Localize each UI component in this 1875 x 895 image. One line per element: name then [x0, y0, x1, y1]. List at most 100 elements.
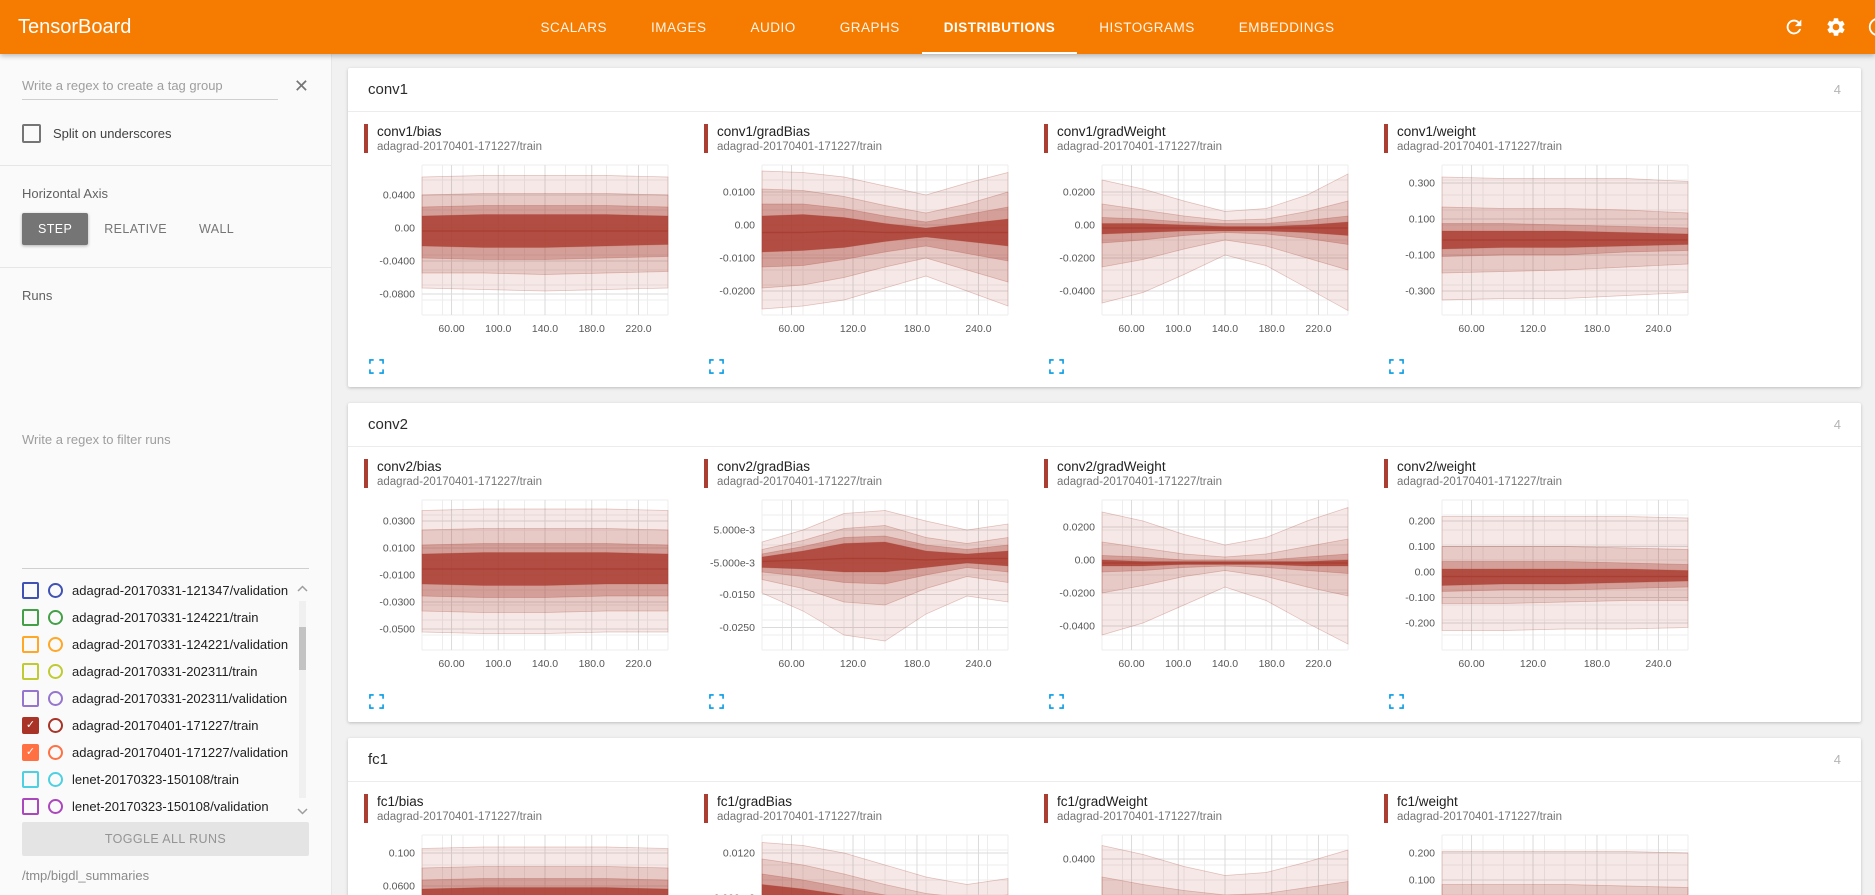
- chart-card: fc1/gradWeight adagrad-20170401-171227/tr…: [1038, 794, 1378, 895]
- scrollbar-track[interactable]: [299, 601, 306, 798]
- run-checkbox[interactable]: [22, 690, 39, 707]
- svg-text:100.0: 100.0: [485, 323, 511, 335]
- scrollbar-thumb[interactable]: [299, 626, 306, 670]
- tab-scalars[interactable]: SCALARS: [540, 19, 607, 35]
- run-item[interactable]: lenet-20170323-150108/train: [22, 766, 293, 793]
- svg-text:240.0: 240.0: [1645, 658, 1671, 670]
- sections-container: conv1 4 conv1/bias adagrad-20170401-171227/…: [348, 68, 1861, 895]
- expand-chart-button[interactable]: [707, 357, 726, 379]
- chart-card: conv2/weight adagrad-20170401-171227/trai…: [1378, 459, 1718, 718]
- svg-text:120.0: 120.0: [840, 658, 866, 670]
- run-checkbox[interactable]: [22, 582, 39, 599]
- chart-title-block: conv1/gradWeight adagrad-20170401-171227/…: [1044, 124, 1378, 153]
- split-underscores-checkbox[interactable]: Split on underscores: [22, 124, 309, 143]
- axis-button-step[interactable]: STEP: [22, 213, 89, 245]
- svg-text:0.0200: 0.0200: [1063, 187, 1095, 199]
- distribution-plot[interactable]: 0.300 0.100 -0.100 -0.300 60.00 120.0 180.0 240…: [1378, 157, 1700, 355]
- run-color-circle: [48, 799, 63, 814]
- run-checkbox[interactable]: ✓: [22, 744, 39, 761]
- category-header[interactable]: conv1 4: [348, 68, 1861, 112]
- run-item[interactable]: adagrad-20170331-121347/validation: [22, 577, 293, 604]
- run-checkbox[interactable]: [22, 771, 39, 788]
- svg-text:180.0: 180.0: [579, 323, 605, 335]
- run-label: adagrad-20170401-171227/validation: [72, 744, 289, 760]
- tab-embeddings[interactable]: EMBEDDINGS: [1238, 19, 1335, 35]
- distribution-plot[interactable]: 0.1000.06000.0200-0.020060.00100.0140.01…: [358, 827, 680, 895]
- expand-chart-button[interactable]: [1047, 692, 1066, 714]
- help-button[interactable]: ?: [1867, 16, 1875, 38]
- expand-chart-button[interactable]: [367, 357, 386, 379]
- scroll-down-icon[interactable]: [297, 800, 308, 822]
- run-checkbox[interactable]: ✓: [22, 717, 39, 734]
- close-icon[interactable]: ✕: [293, 76, 309, 96]
- distribution-plot[interactable]: 0.0200 0.00 -0.0200 -0.0400 60.00 100.0 140.0 1…: [1038, 157, 1360, 355]
- svg-text:220.0: 220.0: [625, 323, 651, 335]
- svg-text:140.0: 140.0: [1212, 658, 1238, 670]
- expand-chart-button[interactable]: [1387, 692, 1406, 714]
- tab-graphs[interactable]: GRAPHS: [839, 19, 900, 35]
- refresh-button[interactable]: [1783, 16, 1805, 38]
- svg-text:-0.300: -0.300: [1405, 286, 1435, 298]
- svg-text:0.00: 0.00: [1075, 555, 1096, 567]
- sidebar: ✕ Split on underscores Horizontal Axis S…: [0, 54, 332, 895]
- distribution-plot[interactable]: 0.04000.00-0.040060.00100.0140.0180.0220…: [1038, 827, 1360, 895]
- svg-text:-0.0300: -0.0300: [379, 597, 415, 609]
- expand-icon: [709, 359, 724, 374]
- svg-text:0.00: 0.00: [735, 220, 756, 232]
- distribution-plot[interactable]: 0.2000.1000.00-0.100-0.20060.00120.0180.…: [1378, 827, 1700, 895]
- svg-text:60.00: 60.00: [778, 658, 804, 670]
- chart-title-block: fc1/weight adagrad-20170401-171227/train: [1384, 794, 1718, 823]
- run-item[interactable]: ✓ adagrad-20170401-171227/validation: [22, 739, 293, 766]
- expand-chart-button[interactable]: [367, 692, 386, 714]
- category-header[interactable]: conv2 4: [348, 403, 1861, 447]
- axis-buttons: STEP RELATIVE WALL: [22, 213, 309, 245]
- run-item[interactable]: adagrad-20170331-202311/train: [22, 658, 293, 685]
- run-checkbox[interactable]: [22, 663, 39, 680]
- svg-text:0.0400: 0.0400: [383, 190, 415, 202]
- axis-button-wall[interactable]: WALL: [183, 213, 250, 245]
- svg-text:-0.0500: -0.0500: [379, 624, 415, 636]
- run-item[interactable]: ✓ adagrad-20170401-171227/train: [22, 712, 293, 739]
- run-item[interactable]: lenet-20170401-111820/train: [22, 820, 293, 822]
- tab-images[interactable]: IMAGES: [650, 19, 707, 35]
- category-header[interactable]: fc1 4: [348, 738, 1861, 782]
- tag-filter-input[interactable]: [22, 72, 278, 100]
- toggle-all-runs-button[interactable]: TOGGLE ALL RUNS: [22, 822, 309, 856]
- svg-text:60.00: 60.00: [1458, 658, 1484, 670]
- svg-text:0.100: 0.100: [1409, 541, 1435, 553]
- tab-distributions[interactable]: DISTRIBUTIONS: [922, 0, 1078, 54]
- chart-run-label: adagrad-20170401-171227/train: [1057, 141, 1222, 153]
- axis-button-relative[interactable]: RELATIVE: [88, 213, 183, 245]
- run-item[interactable]: lenet-20170323-150108/validation: [22, 793, 293, 820]
- run-item[interactable]: adagrad-20170331-124221/validation: [22, 631, 293, 658]
- scroll-up-icon[interactable]: [297, 577, 308, 599]
- distribution-plot[interactable]: 0.0100 0.00 -0.0100 -0.0200 60.00 120.0 180.0 2…: [698, 157, 1020, 355]
- run-checkbox[interactable]: [22, 636, 39, 653]
- runs-filter-input[interactable]: [22, 311, 309, 569]
- svg-text:140.0: 140.0: [1212, 323, 1238, 335]
- refresh-icon: [1786, 19, 1802, 35]
- distribution-plot[interactable]: 0.0300 0.0100 -0.0100 -0.0300 -0.0500 60.00 10…: [358, 492, 680, 690]
- chart-run-label: adagrad-20170401-171227/train: [717, 141, 882, 153]
- chart-run-label: adagrad-20170401-171227/train: [1057, 811, 1222, 823]
- distribution-plot[interactable]: 0.0200 0.00 -0.0200 -0.0400 60.00 100.0 140.0 1…: [1038, 492, 1360, 690]
- chart-title-block: conv1/weight adagrad-20170401-171227/trai…: [1384, 124, 1718, 153]
- settings-button[interactable]: [1825, 16, 1847, 38]
- distribution-plot[interactable]: 0.0400 0.00 -0.0400 -0.0800 60.00 100.0 140.0 1…: [358, 157, 680, 355]
- tab-histograms[interactable]: HISTOGRAMS: [1099, 19, 1195, 35]
- svg-text:-0.100: -0.100: [1405, 250, 1435, 262]
- divider: [0, 165, 331, 166]
- expand-chart-button[interactable]: [1047, 357, 1066, 379]
- run-checkbox[interactable]: [22, 798, 39, 815]
- distribution-plot[interactable]: 5.000e-3 -5.000e-3 -0.0150 -0.0250 60.00 120.…: [698, 492, 1020, 690]
- expand-chart-button[interactable]: [1387, 357, 1406, 379]
- run-item[interactable]: adagrad-20170331-202311/validation: [22, 685, 293, 712]
- run-checkbox[interactable]: [22, 609, 39, 626]
- run-item[interactable]: adagrad-20170331-124221/train: [22, 604, 293, 631]
- tab-audio[interactable]: AUDIO: [750, 19, 796, 35]
- chart-title: conv2/weight: [1397, 459, 1476, 474]
- expand-icon: [1389, 359, 1404, 374]
- expand-chart-button[interactable]: [707, 692, 726, 714]
